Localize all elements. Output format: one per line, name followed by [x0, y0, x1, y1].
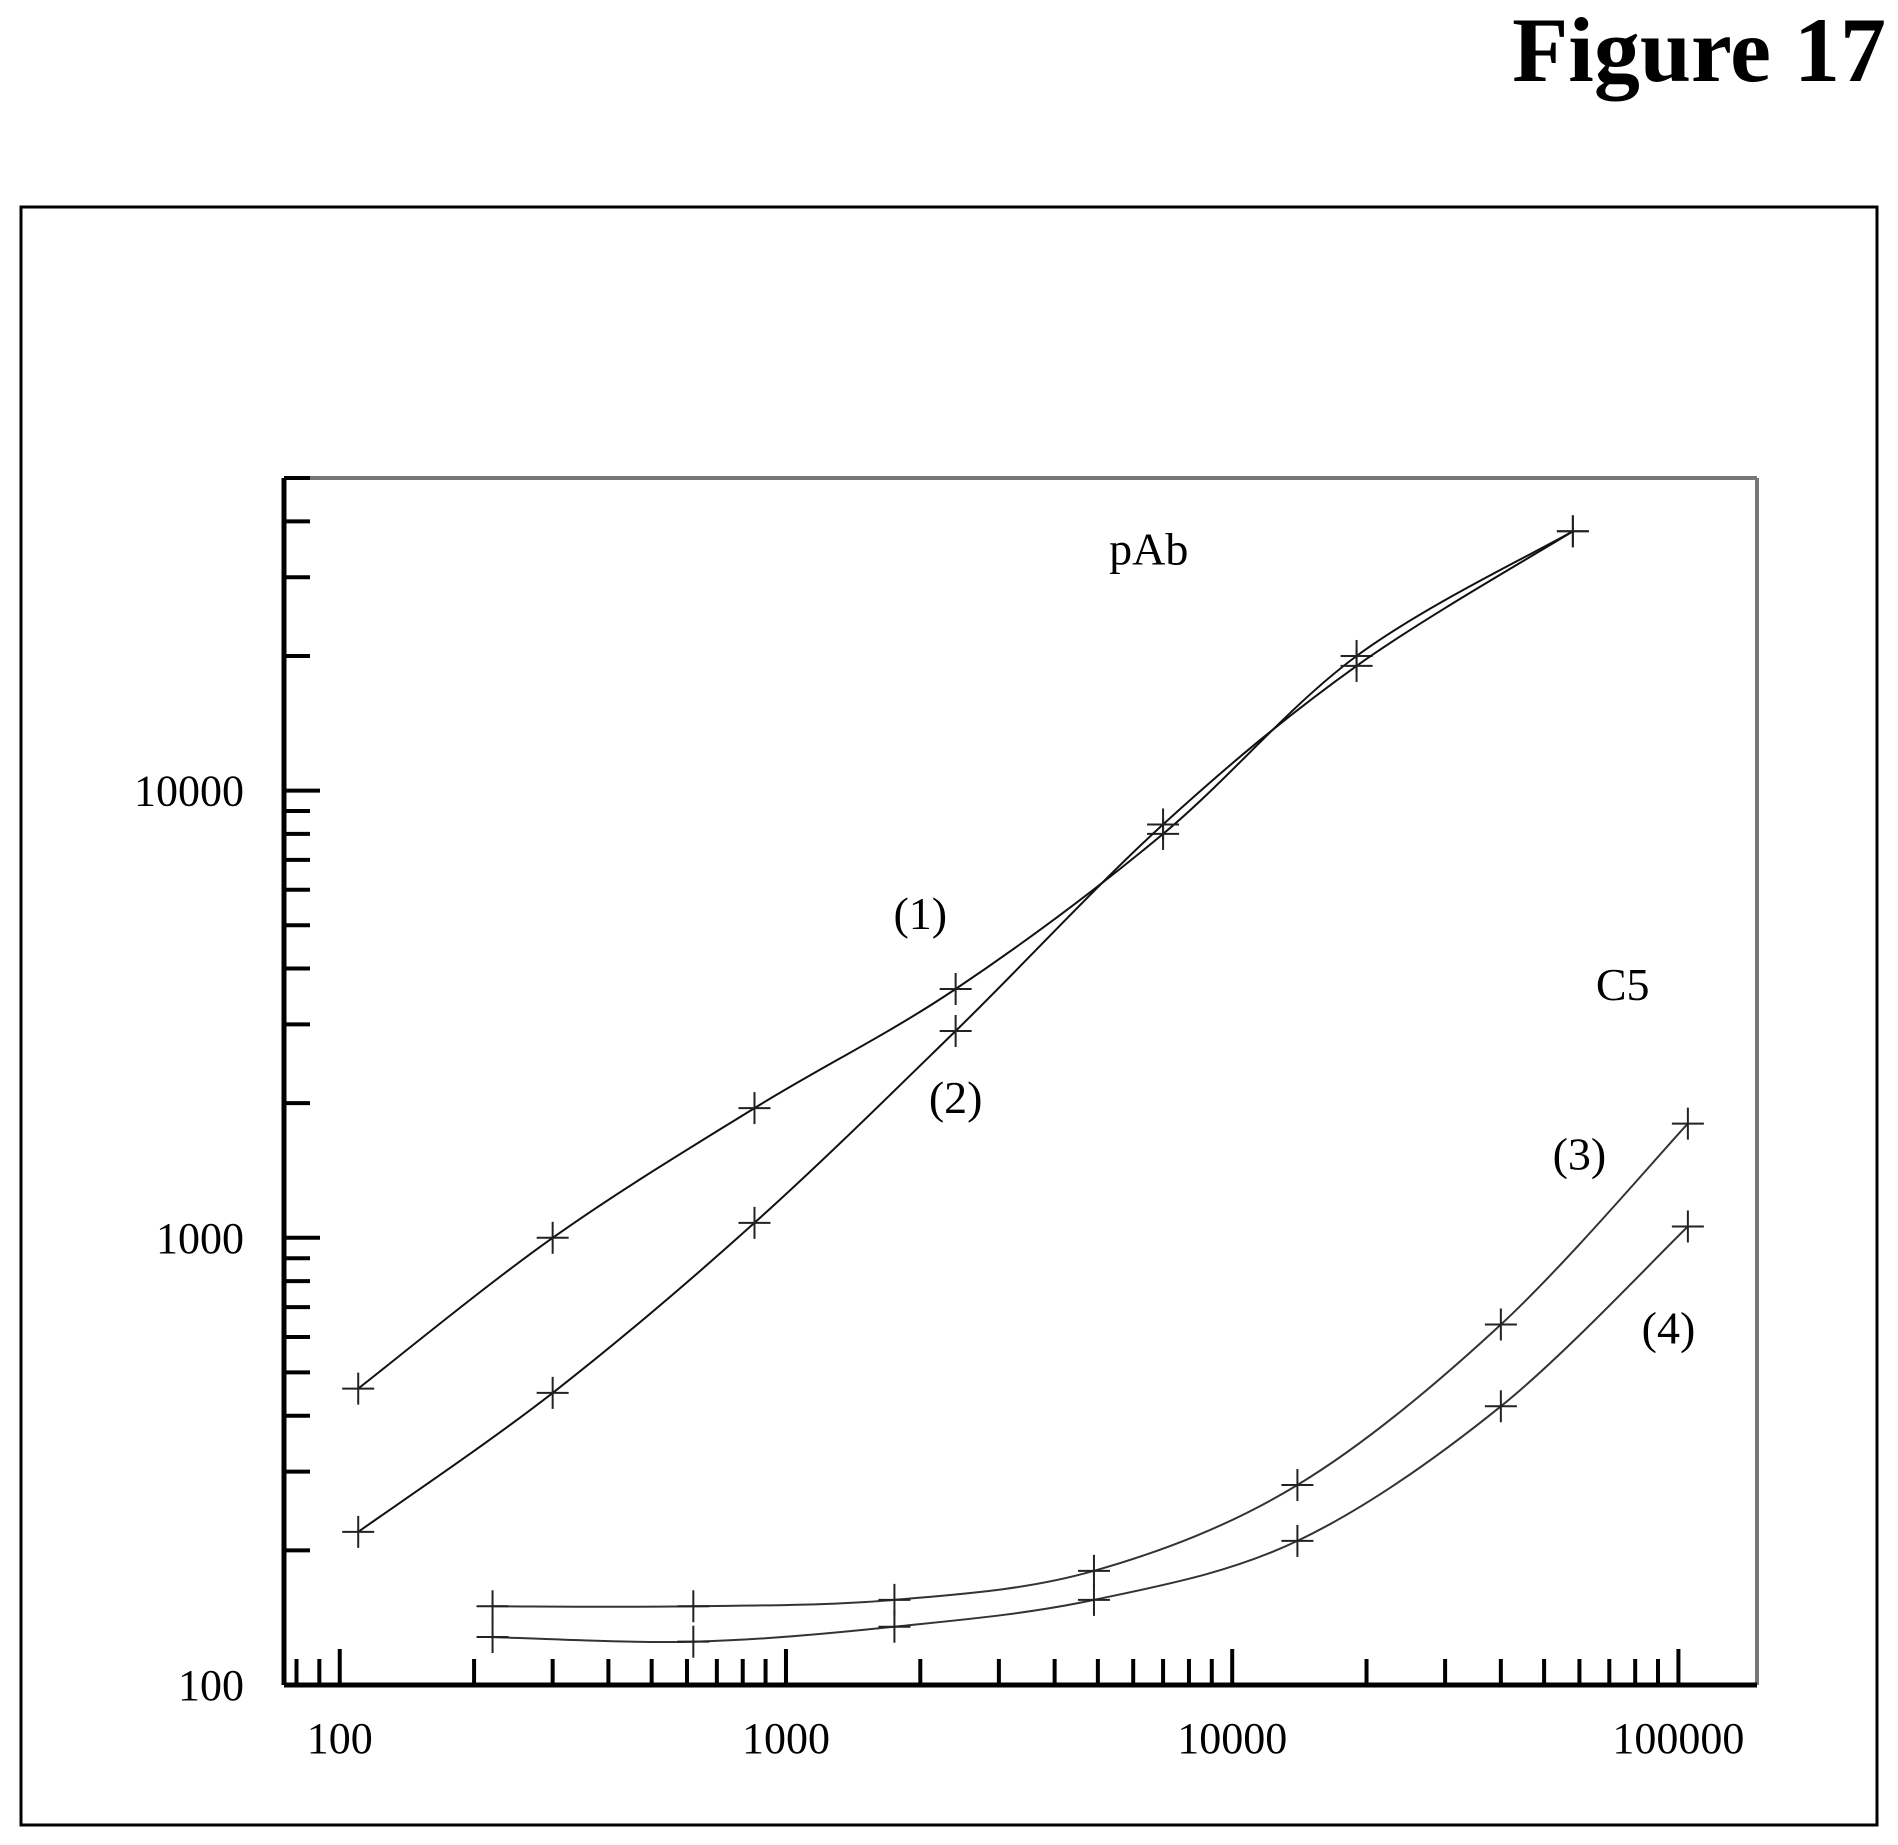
data-point	[878, 1610, 911, 1643]
figure-title: Figure 17	[1512, 0, 1886, 101]
series-4: (4)	[476, 1210, 1704, 1658]
x-tick-label: 100	[307, 1714, 373, 1763]
x-tick-label: 100000	[1612, 1714, 1744, 1763]
data-point	[342, 1372, 375, 1405]
data-point	[677, 1625, 710, 1658]
plot-frame	[281, 476, 1759, 1688]
data-point	[939, 1015, 972, 1048]
y-tick-label: 100	[178, 1661, 244, 1710]
series-3: (3)	[476, 1107, 1704, 1623]
data-point	[476, 1590, 509, 1623]
x-tick-label: 10000	[1177, 1714, 1287, 1763]
series-label: (2)	[929, 1072, 983, 1123]
data-point	[1147, 808, 1180, 841]
series-label: (1)	[893, 888, 947, 939]
series-layer: (1) (2) (3) (4)	[342, 515, 1704, 1658]
outer-frame	[19, 205, 1879, 1827]
data-point	[1281, 1524, 1314, 1557]
y-tick-label: 1000	[156, 1214, 244, 1263]
data-point	[536, 1221, 569, 1254]
series-line	[492, 1122, 1689, 1608]
series-line	[492, 1225, 1689, 1644]
data-point	[878, 1583, 911, 1616]
y-tick-label: 10000	[134, 767, 244, 816]
data-point	[1484, 1390, 1517, 1423]
series-label: (3)	[1553, 1129, 1607, 1180]
data-point	[939, 973, 972, 1006]
data-point	[738, 1092, 771, 1125]
data-point	[342, 1515, 375, 1548]
data-point	[1671, 1107, 1704, 1140]
data-point	[1281, 1469, 1314, 1502]
series-2: (2)	[342, 515, 1589, 1548]
series-1: (1)	[342, 515, 1589, 1405]
series-line	[357, 530, 1574, 1390]
annotation-label: pAb	[1109, 524, 1188, 575]
data-point	[1077, 1583, 1110, 1616]
annotation-label: C5	[1596, 959, 1650, 1010]
data-point	[738, 1206, 771, 1239]
data-point	[1671, 1210, 1704, 1243]
data-point	[1340, 649, 1373, 682]
y-axis: 100 1000 10000	[134, 476, 320, 1710]
series-label: (4)	[1642, 1303, 1696, 1354]
x-tick-label: 1000	[742, 1714, 830, 1763]
annotation-layer: pAb C5	[1109, 524, 1649, 1010]
data-point	[1077, 1554, 1110, 1587]
data-point	[476, 1621, 509, 1654]
data-point	[1556, 515, 1589, 548]
data-point	[536, 1376, 569, 1409]
data-point	[1484, 1308, 1517, 1341]
data-point	[677, 1590, 710, 1623]
x-axis: 100 1000 10000 100000	[294, 1649, 1744, 1763]
